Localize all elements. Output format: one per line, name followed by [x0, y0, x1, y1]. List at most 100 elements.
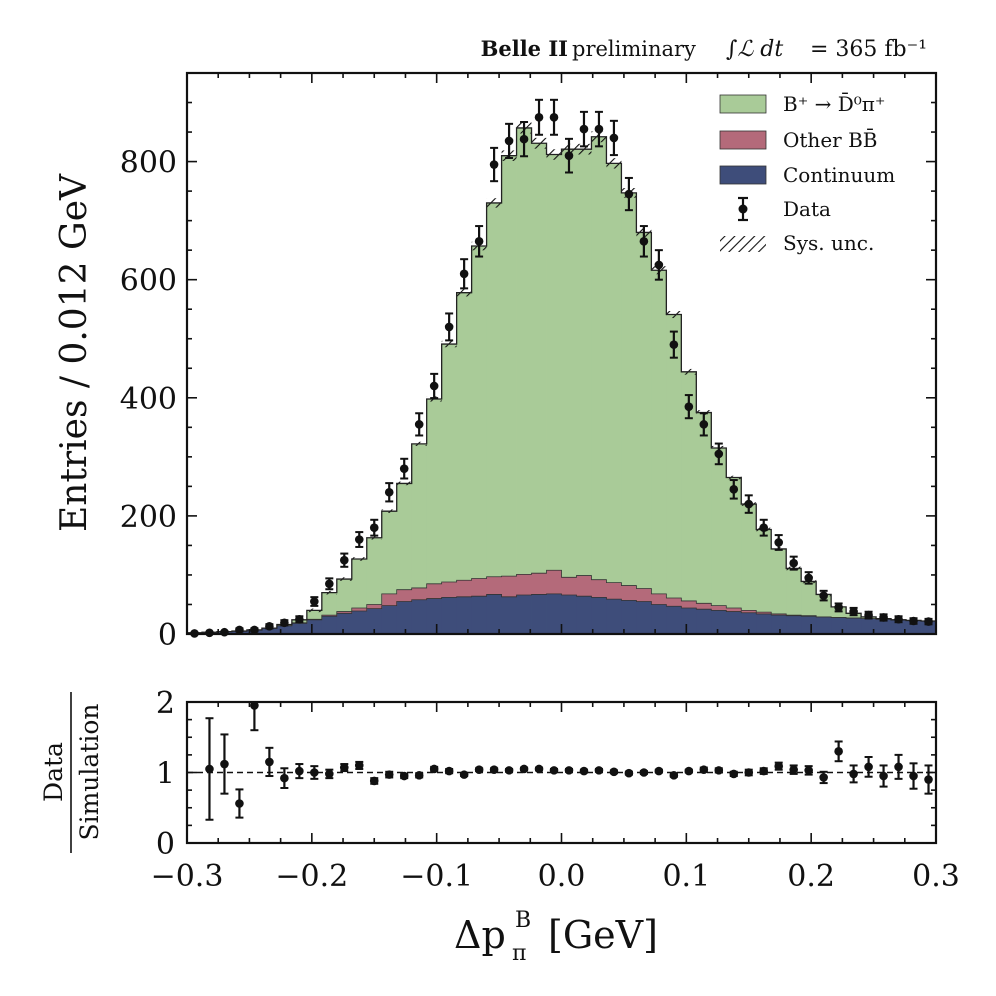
- bar-continuum-21: [501, 596, 517, 634]
- ratio-marker-42: [819, 773, 828, 782]
- ratio-point-33: [684, 766, 694, 776]
- ratio-point-15: [414, 771, 424, 780]
- data-point-26: [579, 110, 589, 148]
- bar-continuum-10: [336, 613, 353, 634]
- bar-continuum-41: [801, 616, 817, 634]
- ratio-marker-6: [280, 773, 289, 783]
- main-ytick-label-200: 200: [120, 500, 177, 535]
- legend-label-signal: B⁺ → D̄⁰π⁺: [783, 91, 885, 116]
- bar-other-bb--21: [501, 576, 517, 597]
- ratio-point-46: [879, 764, 888, 788]
- ratio-point-23: [534, 764, 544, 774]
- bar-b-d--15: [411, 443, 428, 588]
- ratio-marker-16: [429, 764, 439, 774]
- bar-continuum-17: [441, 597, 458, 634]
- ratio-point-44: [849, 764, 858, 784]
- data-marker-4: [250, 625, 259, 635]
- legend-swatch-signal: [719, 94, 767, 114]
- data-marker-30: [639, 237, 649, 246]
- ratio-marker-43: [834, 747, 843, 756]
- data-point-24: [549, 98, 559, 136]
- ratio-point-19: [474, 765, 484, 774]
- data-marker-16: [429, 381, 439, 391]
- data-point-39: [774, 534, 784, 551]
- ratio-point-47: [894, 753, 903, 780]
- ratio-point-34: [699, 765, 709, 774]
- bar-continuum-24: [546, 593, 562, 634]
- data-point-46: [879, 613, 888, 622]
- bar-b-d--31: [651, 270, 667, 594]
- bar-b-d--22: [516, 127, 532, 575]
- data-point-31: [654, 249, 664, 281]
- bar-b-d--26: [576, 149, 592, 576]
- bar-b-d--24: [546, 154, 562, 571]
- data-marker-34: [699, 420, 709, 429]
- data-point-43: [834, 602, 843, 613]
- bar-continuum-28: [606, 599, 622, 634]
- data-point-36: [729, 479, 739, 500]
- data-point-44: [849, 606, 858, 617]
- ratio-point-41: [804, 765, 813, 776]
- data-point-34: [699, 412, 709, 437]
- bar-other-bb--35: [711, 605, 727, 611]
- ratio-point-12: [369, 776, 379, 786]
- ratio-y-axis-label: Data Simulation: [39, 692, 104, 853]
- data-marker-22: [519, 134, 529, 144]
- data-point-4: [250, 625, 259, 635]
- ratio-point-31: [654, 766, 664, 776]
- bar-b-d--17: [441, 344, 458, 583]
- bar-other-bb--31: [651, 593, 667, 605]
- data-marker-28: [609, 133, 619, 143]
- data-marker-38: [759, 523, 769, 533]
- ratio-point-39: [774, 761, 784, 771]
- ratio-point-20: [489, 765, 499, 774]
- data-marker-18: [459, 269, 469, 279]
- bar-continuum-32: [666, 606, 682, 634]
- bar-continuum-15: [411, 599, 428, 634]
- bar-continuum-13: [381, 605, 398, 634]
- ratio-point-24: [549, 766, 559, 775]
- bar-continuum-45: [861, 618, 877, 634]
- data-marker-1: [205, 628, 214, 638]
- data-point-15: [414, 412, 424, 437]
- data-marker-27: [594, 124, 604, 134]
- header-status: preliminary: [572, 37, 696, 61]
- bar-other-bb--38: [756, 612, 772, 614]
- bar-other-bb--22: [516, 574, 532, 596]
- ratio-marker-7: [295, 766, 304, 776]
- bar-b-d--37: [741, 504, 757, 611]
- ratio-point-10: [339, 763, 349, 773]
- data-point-42: [819, 589, 828, 602]
- data-point-3: [235, 625, 244, 635]
- data-marker-19: [474, 237, 484, 246]
- ratio-point-27: [594, 766, 604, 775]
- bar-continuum-37: [741, 612, 757, 634]
- data-marker-29: [624, 189, 634, 199]
- data-marker-41: [804, 573, 813, 583]
- ratio-marker-31: [654, 766, 664, 776]
- bar-b-d--19: [471, 246, 487, 579]
- main-y-axis-label: Entries / 0.012 GeV: [54, 173, 95, 532]
- x-axis-label-unit: [GeV]: [548, 913, 658, 957]
- data-point-11: [354, 531, 364, 548]
- bar-b-d--13: [381, 511, 398, 594]
- ratio-point-6: [280, 767, 289, 790]
- bar-b-d--14: [396, 483, 413, 590]
- bar-continuum-33: [681, 608, 697, 634]
- bar-other-bb--9: [321, 615, 338, 617]
- ratio-point-29: [624, 768, 634, 778]
- bar-continuum-19: [471, 596, 487, 634]
- bar-b-d--35: [711, 447, 727, 606]
- bar-b-d--21: [501, 155, 517, 577]
- main-ytick-label-0: 0: [158, 618, 177, 653]
- header-lumi-value: = 365 fb⁻¹: [810, 37, 927, 62]
- bar-other-bb--15: [411, 587, 428, 600]
- data-point-35: [714, 442, 724, 466]
- data-marker-21: [504, 136, 514, 146]
- bar-continuum-5: [261, 628, 278, 634]
- data-point-28: [609, 119, 619, 157]
- ratio-marker-32: [669, 771, 679, 780]
- ratio-marker-27: [594, 766, 604, 775]
- data-point-6: [280, 618, 289, 628]
- data-point-7: [295, 614, 304, 624]
